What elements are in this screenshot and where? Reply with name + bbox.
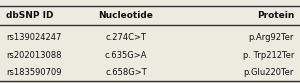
Text: dbSNP ID: dbSNP ID (6, 11, 53, 20)
Text: p. Trp212Ter: p. Trp212Ter (243, 51, 294, 60)
Text: rs202013088: rs202013088 (6, 51, 62, 60)
Text: p.Glu220Ter: p.Glu220Ter (244, 68, 294, 77)
Text: Protein: Protein (256, 11, 294, 20)
Text: c.635G>A: c.635G>A (105, 51, 147, 60)
Text: rs183590709: rs183590709 (6, 68, 62, 77)
Text: rs139024247: rs139024247 (6, 33, 62, 42)
Text: p.Arg92Ter: p.Arg92Ter (249, 33, 294, 42)
Text: Nucleotide: Nucleotide (99, 11, 153, 20)
Text: c.658G>T: c.658G>T (105, 68, 147, 77)
Text: c.274C>T: c.274C>T (106, 33, 146, 42)
